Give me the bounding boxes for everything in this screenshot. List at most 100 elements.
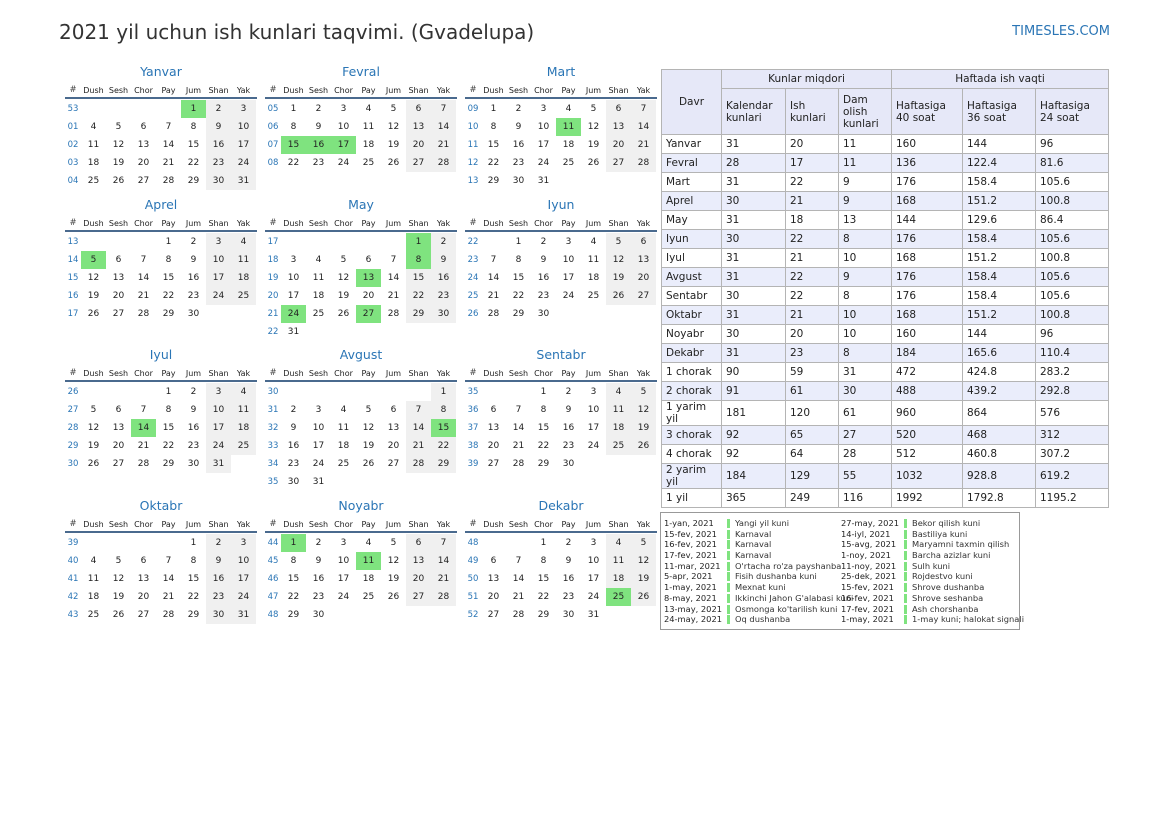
day-cell: 16 xyxy=(187,273,200,283)
day-cell: 17 xyxy=(231,136,256,154)
value-cell: 9 xyxy=(838,172,892,192)
day-cell: 4 xyxy=(90,122,97,132)
value-cell: 144 xyxy=(891,210,963,230)
holiday-marker xyxy=(727,572,730,582)
day-cell: 28 xyxy=(137,309,150,319)
day-cell: 15 xyxy=(162,423,175,433)
week-number-header: # xyxy=(469,518,477,529)
legend-item: 8-may, 2021 Ikkinchi Jahon G'alabasi kuni xyxy=(664,593,853,604)
weekday-header: Yak xyxy=(236,368,251,378)
weekday-header: Yak xyxy=(236,218,251,228)
day-cell: 13 xyxy=(606,118,631,136)
day-cell: 26 xyxy=(87,459,100,469)
value-cell: 64 xyxy=(785,444,839,464)
weekday-header: Sesh xyxy=(108,85,129,95)
day-cell: 3 xyxy=(231,534,256,552)
day-cell: 14 xyxy=(431,118,456,136)
stats-row: Sentabr 30 22 8 176 158.4 105.6 xyxy=(661,286,1109,306)
legend-item: 13-may, 2021 Osmonga ko'tarilish kuni xyxy=(664,604,853,615)
value-cell: 9 xyxy=(838,191,892,211)
value-cell: 8 xyxy=(838,229,892,249)
holiday-marker xyxy=(904,529,907,539)
day-cell: 9 xyxy=(206,552,231,570)
day-cell: 10 xyxy=(206,401,231,419)
day-cell: 5 xyxy=(631,383,656,401)
day-cell: 22 xyxy=(162,441,175,451)
empty-day-cell xyxy=(631,606,656,624)
day-cell: 6 xyxy=(406,534,431,552)
value-cell: 13 xyxy=(838,210,892,230)
day-cell: 25 xyxy=(587,291,600,301)
week-row: 14 5 6 7 8 9 10 11 xyxy=(65,251,257,269)
week-number: 44 xyxy=(267,538,279,548)
weekday-header: Pay xyxy=(161,85,176,95)
day-cell: 4 xyxy=(315,255,322,265)
day-cell: 27 xyxy=(606,154,631,172)
site-link[interactable]: TIMESLES.COM xyxy=(1012,24,1110,39)
weekday-header: Dush xyxy=(83,368,104,378)
week-row: 32 9 10 11 12 13 14 15 xyxy=(265,419,457,437)
holiday-marker xyxy=(727,529,730,539)
value-cell: 129 xyxy=(785,463,839,489)
month-noyabr: Noyabr # Dush Sesh Chor Pay Jum Shan Yak 44 1 2 3 4 5 6… xyxy=(265,497,457,624)
day-cell: 22 xyxy=(287,158,300,168)
day-cell: 17 xyxy=(587,423,600,433)
week-row: 21 24 25 26 27 28 29 30 xyxy=(265,305,457,323)
value-cell: 8 xyxy=(838,343,892,363)
empty-day-cell xyxy=(431,606,456,624)
legend-item: 11-noy, 2021 Sulh kuni xyxy=(841,561,1024,572)
day-cell: 28 xyxy=(406,455,431,473)
week-row: 35 1 2 3 4 5 xyxy=(465,383,657,401)
holiday-date: 11-noy, 2021 xyxy=(841,560,897,571)
value-cell: 31 xyxy=(721,267,786,287)
day-cell: 6 xyxy=(140,556,147,566)
day-cell: 25 xyxy=(362,592,375,602)
empty-day-cell xyxy=(156,534,181,552)
day-cell: 27 xyxy=(406,154,431,172)
weekday-header: Jum xyxy=(585,85,602,95)
day-cell: 6 xyxy=(606,100,631,118)
day-cell: 13 xyxy=(112,423,125,433)
value-cell: 158.4 xyxy=(962,286,1036,306)
day-cell: 13 xyxy=(137,574,150,584)
value-cell: 460.8 xyxy=(962,444,1036,464)
day-cell: 27 xyxy=(137,610,150,620)
header-calendar-days: Kalendar kunlari xyxy=(721,88,786,135)
day-cell: 14 xyxy=(162,574,175,584)
day-cell: 16 xyxy=(562,423,575,433)
stats-row: 2 yarim yil 184 129 55 1032 928.8 619.2 xyxy=(661,463,1109,489)
week-row: 49 6 7 8 9 10 11 12 xyxy=(465,552,657,570)
day-cell: 5 xyxy=(390,538,397,548)
weekday-header: Yak xyxy=(436,218,451,228)
week-row: 07 15 16 17 18 19 20 21 xyxy=(265,136,457,154)
holiday-name: Oq dushanba xyxy=(735,614,791,625)
week-row: 34 23 24 25 26 27 28 29 xyxy=(265,455,457,473)
week-number: 31 xyxy=(267,405,279,415)
day-cell: 26 xyxy=(112,176,125,186)
weekday-header: Shan xyxy=(208,85,229,95)
holiday-name: Ash chorshanba xyxy=(912,603,979,614)
empty-day-cell xyxy=(131,100,156,118)
value-cell: 23 xyxy=(785,343,839,363)
day-cell: 6 xyxy=(115,405,122,415)
week-row: 28 12 13 14 15 16 17 18 xyxy=(65,419,257,437)
week-number: 34 xyxy=(267,459,279,469)
day-cell: 9 xyxy=(565,556,572,566)
weekday-header-row: # Dush Sesh Chor Pay Jum Shan Yak xyxy=(65,517,257,533)
day-cell: 7 xyxy=(515,556,522,566)
holiday-date: 1-may, 2021 xyxy=(841,614,894,625)
day-cell: 28 xyxy=(512,459,525,469)
day-cell: 14 xyxy=(162,140,175,150)
week-row: 15 12 13 14 15 16 17 18 xyxy=(65,269,257,287)
day-cell: 16 xyxy=(562,574,575,584)
holiday-marker xyxy=(727,583,730,593)
week-number: 40 xyxy=(67,556,79,566)
day-cell: 2 xyxy=(190,237,197,247)
weekday-header: Pay xyxy=(361,218,376,228)
day-cell: 25 xyxy=(562,158,575,168)
weekday-header: Yak xyxy=(236,85,251,95)
day-cell: 7 xyxy=(406,401,431,419)
day-cell: 24 xyxy=(206,437,231,455)
day-cell: 18 xyxy=(562,140,575,150)
empty-day-cell xyxy=(381,383,406,401)
